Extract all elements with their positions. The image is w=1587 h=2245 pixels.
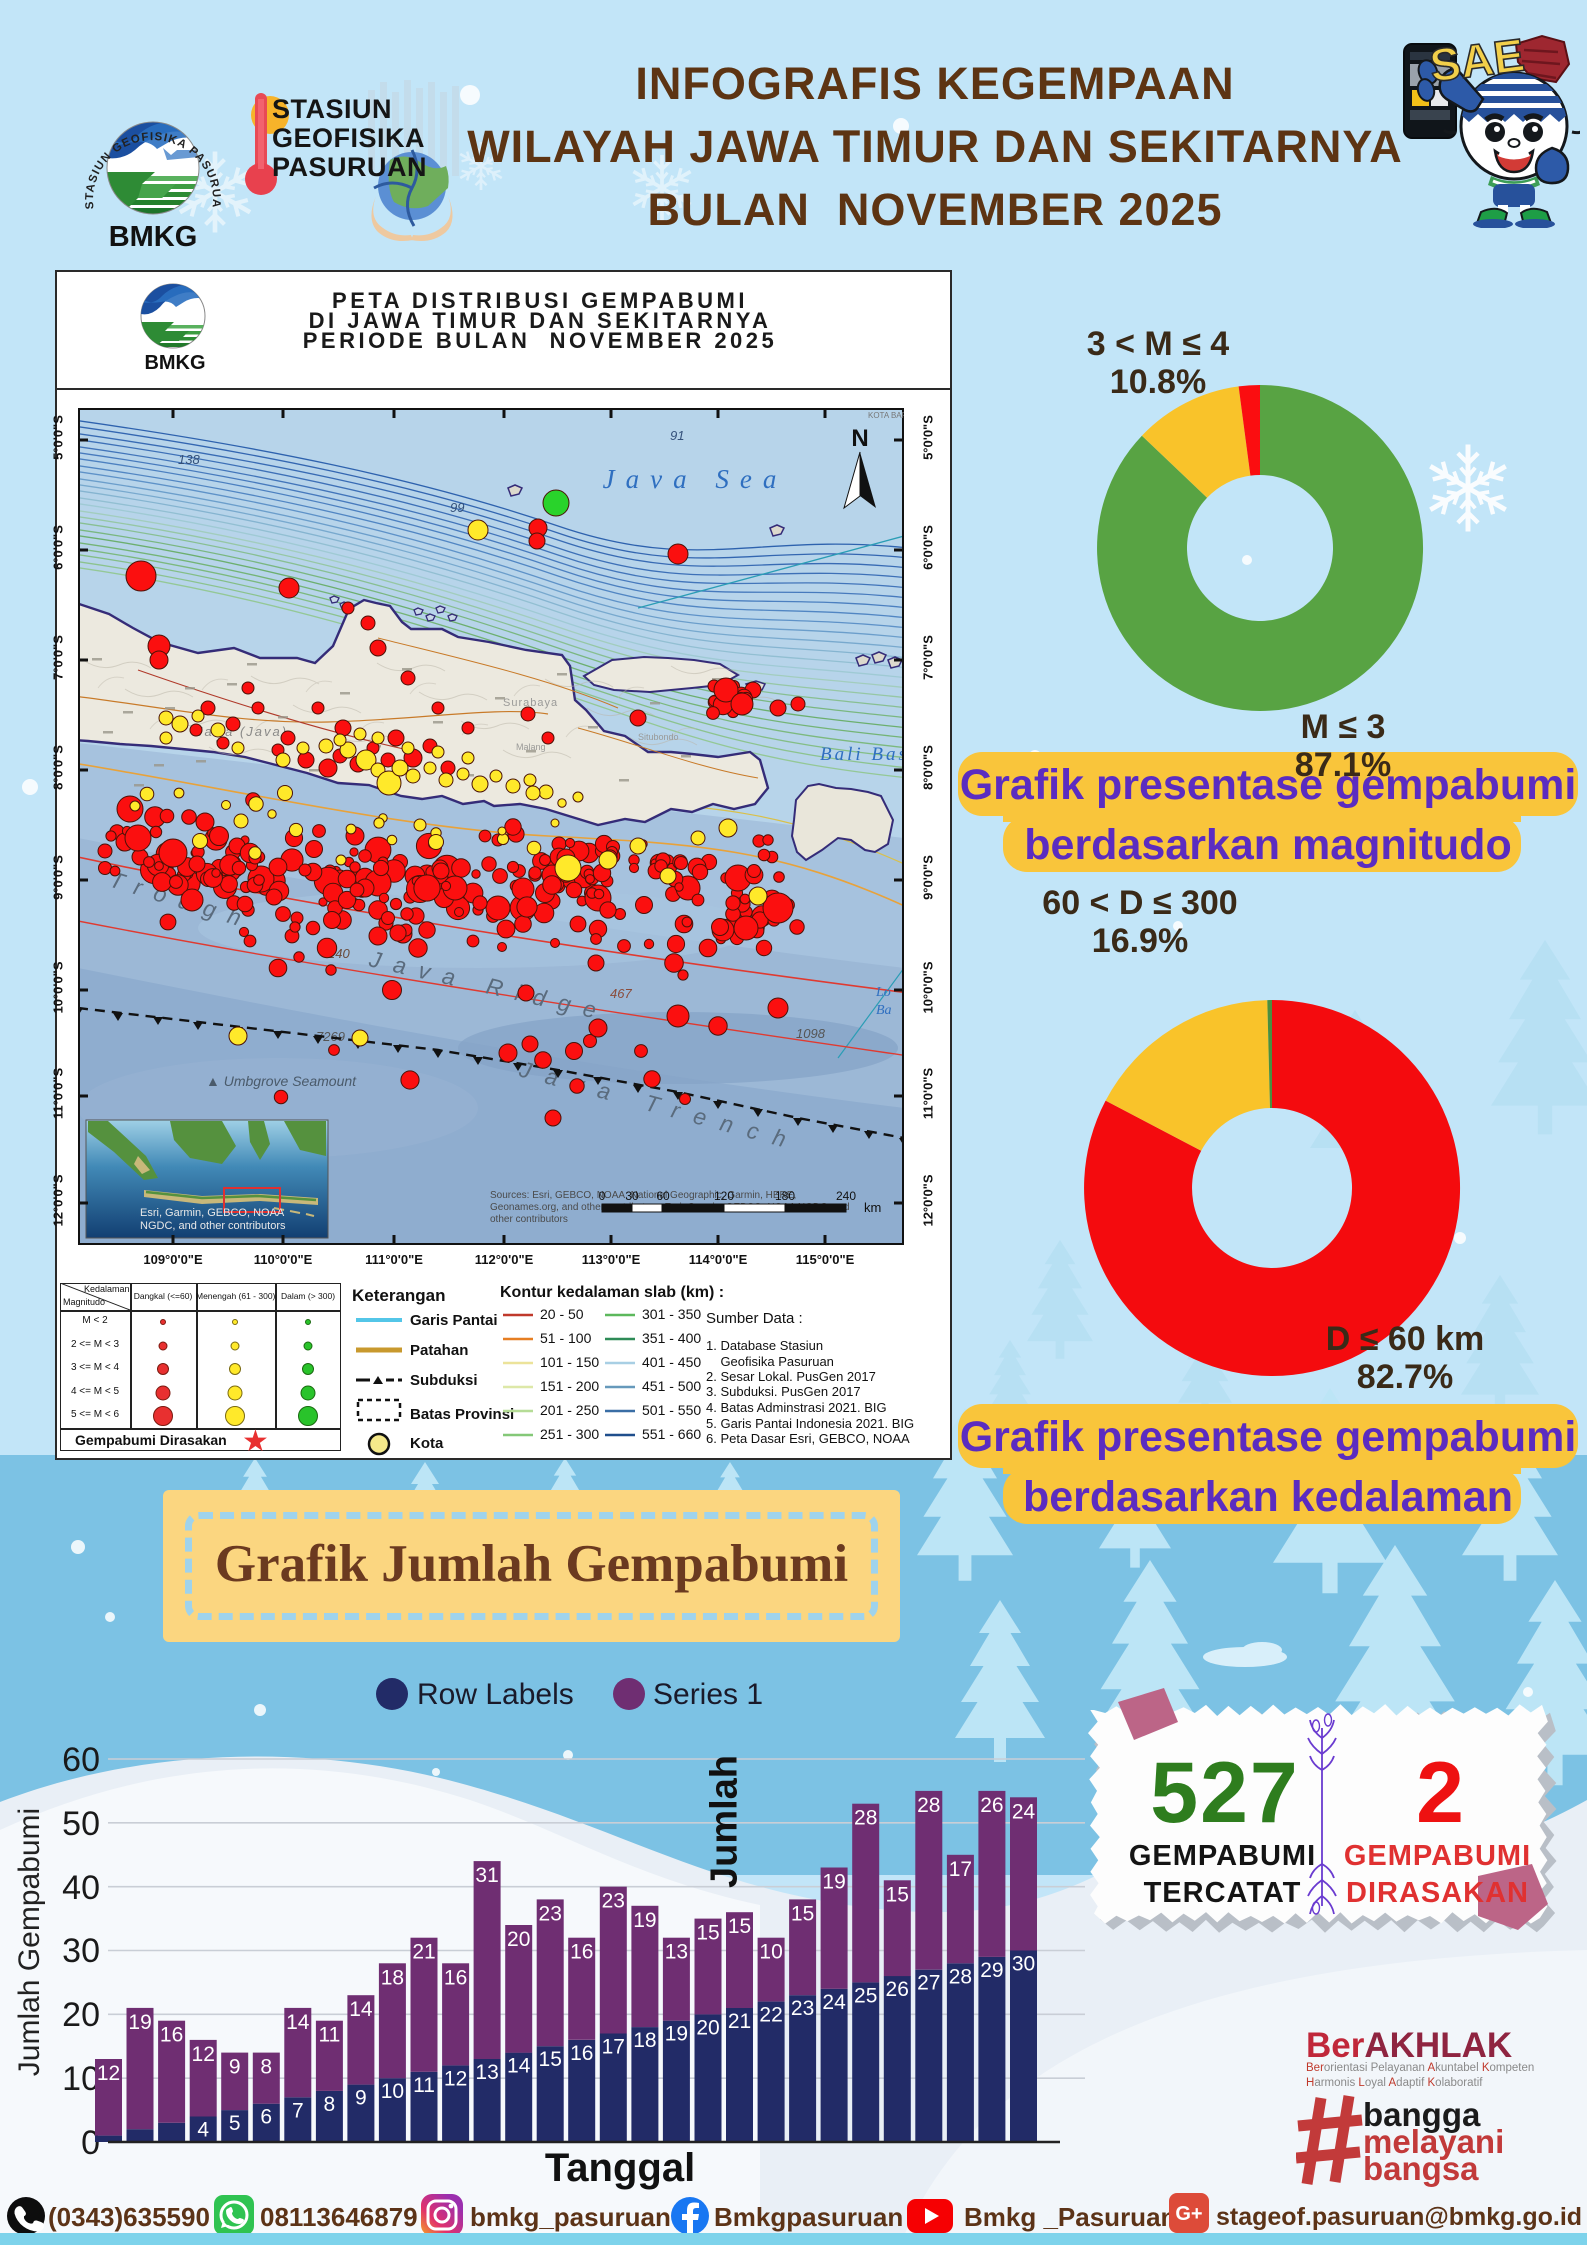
svg-text:4: 4 (197, 2119, 209, 2142)
svg-text:23: 23 (602, 1890, 625, 1913)
svg-text:15: 15 (886, 1883, 909, 1906)
svg-text:12: 12 (192, 2043, 215, 2066)
svg-text:180: 180 (775, 1189, 795, 1203)
svg-text:30: 30 (625, 1189, 639, 1203)
svg-text:16: 16 (160, 2024, 183, 2047)
svg-text:467: 467 (610, 986, 632, 1001)
svg-text:120: 120 (714, 1189, 734, 1203)
svg-text:31: 31 (475, 1864, 498, 1887)
svg-text:Situbondo: Situbondo (638, 732, 679, 742)
svg-text:30: 30 (62, 1932, 100, 1970)
svg-text:other contributors: other contributors (490, 1214, 568, 1225)
svg-text:km: km (864, 1200, 881, 1215)
svg-text:Esri, Garmin, GEBCO, NOAA: Esri, Garmin, GEBCO, NOAA (140, 1207, 285, 1219)
svg-text:29: 29 (980, 1959, 1003, 1982)
svg-text:22: 22 (759, 2004, 782, 2027)
svg-text:99: 99 (450, 500, 464, 515)
svg-text:13: 13 (665, 1941, 688, 1964)
svg-text:14: 14 (286, 2011, 310, 2034)
svg-text:23: 23 (539, 1902, 562, 1925)
svg-text:16: 16 (570, 1941, 593, 1964)
svg-text:19: 19 (633, 1909, 656, 1932)
svg-text:Lo: Lo (875, 985, 891, 1000)
svg-text:8: 8 (324, 2093, 336, 2116)
svg-text:27: 27 (917, 1972, 940, 1995)
svg-text:17: 17 (602, 2036, 625, 2059)
svg-text:18: 18 (381, 1966, 404, 1989)
svg-text:240: 240 (836, 1189, 856, 1203)
svg-text:15: 15 (696, 1922, 719, 1945)
svg-text:SAE: SAE (1427, 28, 1527, 91)
svg-text:16: 16 (570, 2042, 593, 2065)
svg-text:40: 40 (62, 1869, 100, 1907)
svg-text:Malang: Malang (516, 742, 546, 752)
svg-text:26: 26 (980, 1794, 1003, 1817)
svg-text:7269: 7269 (316, 1029, 345, 1044)
svg-text:20: 20 (507, 1928, 530, 1951)
svg-text:14: 14 (507, 2055, 531, 2078)
svg-text:28: 28 (949, 1965, 972, 1988)
svg-text:15: 15 (728, 1915, 751, 1938)
svg-text:26: 26 (886, 1978, 909, 2001)
svg-text:1098: 1098 (796, 1026, 826, 1041)
svg-text:N: N (851, 425, 868, 452)
svg-text:5: 5 (229, 2112, 241, 2135)
svg-text:9: 9 (355, 2087, 367, 2110)
svg-text:12: 12 (444, 2067, 467, 2090)
svg-text:BMKG: BMKG (109, 221, 198, 253)
svg-text:16: 16 (444, 1966, 467, 1989)
svg-text:10: 10 (759, 1941, 782, 1964)
svg-text:24: 24 (822, 1991, 846, 2014)
svg-text:50: 50 (62, 1805, 100, 1843)
svg-text:11: 11 (318, 2024, 340, 2047)
svg-text:30: 30 (1012, 1953, 1035, 1976)
svg-text:Surabaya: Surabaya (503, 697, 558, 709)
svg-text:KOTA BARU: KOTA BARU (868, 411, 904, 420)
svg-text:15: 15 (791, 1902, 814, 1925)
svg-text:19: 19 (665, 2023, 688, 2046)
svg-text:7: 7 (292, 2099, 304, 2122)
svg-text:60: 60 (656, 1189, 670, 1203)
svg-text:138: 138 (178, 452, 200, 467)
svg-text:19: 19 (128, 2011, 151, 2034)
svg-text:19: 19 (822, 1871, 845, 1894)
svg-text:0: 0 (599, 1189, 606, 1203)
svg-text:21: 21 (412, 1941, 435, 1964)
svg-text:9: 9 (229, 2056, 241, 2079)
svg-text:25: 25 (854, 1984, 877, 2007)
svg-text:6: 6 (260, 2106, 272, 2129)
svg-text:10: 10 (381, 2080, 404, 2103)
svg-text:21: 21 (728, 2010, 751, 2033)
svg-text:15: 15 (539, 2048, 562, 2071)
svg-text:14: 14 (349, 1998, 373, 2021)
svg-text:13: 13 (475, 2061, 498, 2084)
svg-text:8: 8 (260, 2056, 272, 2079)
svg-text:17: 17 (949, 1858, 972, 1881)
svg-text:24: 24 (1012, 1800, 1036, 1823)
svg-text:28: 28 (917, 1794, 940, 1817)
svg-text:12: 12 (97, 2062, 120, 2085)
svg-text:91: 91 (670, 428, 684, 443)
svg-text:▲ Umbgrove Seamount: ▲ Umbgrove Seamount (206, 1073, 357, 1089)
svg-text:28: 28 (854, 1807, 877, 1830)
svg-text:Sources: Esri, GEBCO, NOAA, Na: Sources: Esri, GEBCO, NOAA, National Geo… (490, 1190, 796, 1201)
svg-text:11: 11 (413, 2074, 435, 2097)
svg-text:23: 23 (791, 1997, 814, 2020)
svg-text:Java Sea: Java Sea (603, 464, 788, 494)
svg-text:20: 20 (696, 2016, 719, 2039)
svg-text:60: 60 (62, 1741, 100, 1779)
svg-text:18: 18 (633, 2029, 656, 2052)
svg-text:10: 10 (62, 2060, 100, 2098)
svg-text:NGDC, and other contributors: NGDC, and other contributors (140, 1220, 286, 1232)
svg-text:Ba: Ba (876, 1003, 892, 1018)
svg-text:Bali Bas: Bali Bas (820, 744, 904, 765)
svg-text:20: 20 (62, 1996, 100, 2034)
svg-text:G+: G+ (1175, 2203, 1202, 2225)
